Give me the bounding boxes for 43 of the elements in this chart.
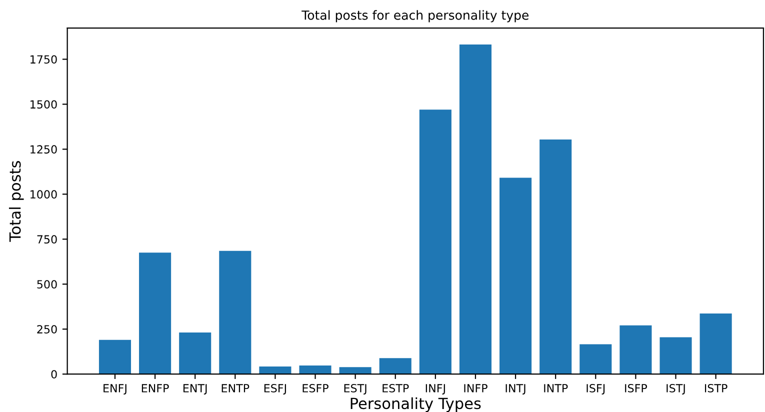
- x-tick-label: ESFJ: [264, 384, 286, 394]
- bar: [700, 313, 732, 374]
- y-tick-label: 1750: [30, 55, 57, 64]
- x-tick-label: INFP: [464, 384, 488, 392]
- bar: [139, 252, 172, 374]
- x-tick-label: ENFJ: [104, 384, 126, 394]
- y-tick-label: 750: [37, 235, 57, 244]
- x-tick-label: ENTP: [222, 384, 250, 392]
- x-tick-label: INFJ: [426, 384, 445, 394]
- bar: [660, 337, 692, 374]
- y-tick-label: 250: [37, 325, 57, 334]
- y-tick-label: 0: [51, 370, 57, 378]
- bar: [98, 340, 132, 374]
- y-tick-label: 1500: [30, 100, 57, 109]
- x-tick-label: ESTP: [382, 384, 409, 392]
- bar: [299, 365, 332, 374]
- y-tick-label: 1250: [30, 145, 57, 154]
- bar: [259, 366, 292, 374]
- y-tick-label: 500: [37, 280, 57, 289]
- bar: [459, 44, 492, 374]
- bar: [500, 178, 532, 374]
- bar: [540, 139, 572, 374]
- x-tick-label: ESTJ: [344, 384, 366, 394]
- x-tick-label: ENTJ: [183, 384, 207, 394]
- bar: [219, 250, 252, 374]
- bar: [419, 110, 452, 374]
- x-axis-title: Personality Types: [350, 397, 481, 412]
- chart-title: Total posts for each personality type: [302, 10, 529, 22]
- x-tick-label: ISTJ: [666, 384, 685, 394]
- x-tick-label: ISFJ: [586, 384, 605, 394]
- x-tick-label: ISTP: [704, 384, 728, 392]
- bar: [620, 325, 652, 374]
- x-tick-label: ISFP: [625, 384, 648, 392]
- bar: [179, 332, 212, 374]
- x-tick-label: ESFP: [302, 384, 328, 392]
- bar: [580, 344, 612, 374]
- x-tick-label: INTP: [544, 384, 568, 392]
- x-tick-label: INTJ: [506, 384, 526, 394]
- bar: [339, 367, 372, 374]
- y-tick-label: 1000: [30, 190, 57, 199]
- bar: [379, 358, 412, 374]
- y-axis-title: Total posts: [8, 161, 24, 242]
- x-tick-label: ENFP: [142, 384, 169, 392]
